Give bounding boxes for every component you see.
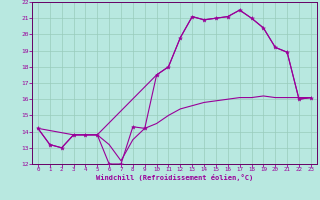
X-axis label: Windchill (Refroidissement éolien,°C): Windchill (Refroidissement éolien,°C) <box>96 174 253 181</box>
